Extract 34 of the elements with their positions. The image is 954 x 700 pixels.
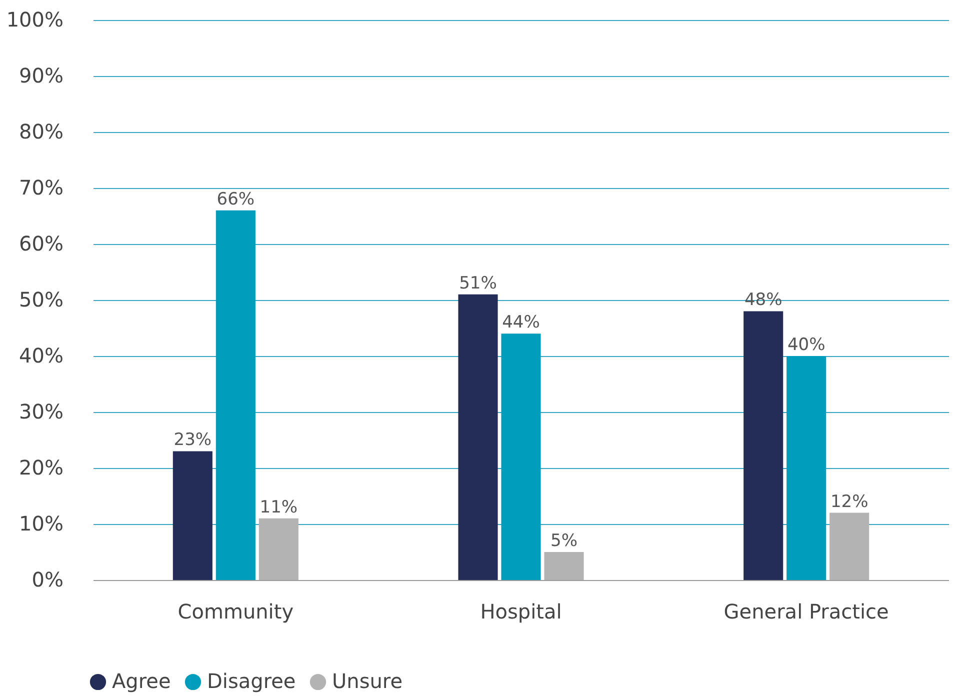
y-tick-label: 10% <box>19 512 64 536</box>
bar <box>501 334 541 580</box>
x-tick-label: General Practice <box>724 600 889 624</box>
y-tick-label: 60% <box>19 232 64 256</box>
y-tick-label: 90% <box>19 64 64 88</box>
data-label: 51% <box>459 273 497 294</box>
data-label: 44% <box>502 312 540 333</box>
bar <box>216 210 256 580</box>
y-tick-label: 100% <box>6 8 64 32</box>
bar <box>830 512 870 580</box>
data-label: 66% <box>216 189 255 210</box>
y-tick-label: 30% <box>19 400 64 424</box>
bar <box>172 451 212 580</box>
y-tick-label: 40% <box>19 344 64 368</box>
legend-label: Agree <box>112 669 171 693</box>
data-label: 11% <box>260 497 298 518</box>
bar <box>258 518 298 580</box>
y-tick-label: 80% <box>19 120 64 144</box>
y-tick-label: 50% <box>19 288 64 312</box>
y-tick-label: 0% <box>32 568 64 592</box>
bar <box>458 294 498 580</box>
data-label: 5% <box>550 531 578 551</box>
x-tick-label: Hospital <box>480 600 562 624</box>
legend-label: Unsure <box>332 669 402 693</box>
y-tick-label: 20% <box>19 456 64 480</box>
data-label: 12% <box>830 492 868 512</box>
y-tick-label: 70% <box>19 176 64 200</box>
data-label: 23% <box>174 430 212 450</box>
data-label: 40% <box>787 335 826 355</box>
bar <box>544 552 584 580</box>
x-tick-label: Community <box>178 600 294 624</box>
legend-label: Disagree <box>207 669 296 693</box>
bar <box>786 356 826 580</box>
bar <box>744 311 784 580</box>
